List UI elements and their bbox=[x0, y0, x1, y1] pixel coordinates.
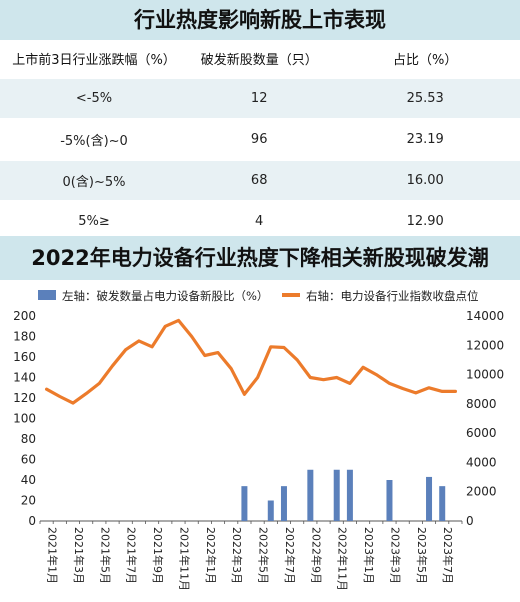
y-left-tick-label: 120 bbox=[13, 391, 36, 405]
y-right-tick-label: 8000 bbox=[466, 397, 497, 411]
x-tick-label: 2021年3月 bbox=[72, 527, 86, 584]
y-right-tick-label: 12000 bbox=[466, 338, 504, 352]
table-header-row: 上市前3日行业涨跌幅（%） 破发新股数量（只） 占比（%） bbox=[0, 40, 520, 78]
y-right-tick-label: 10000 bbox=[466, 368, 504, 382]
table-cell: 23.19 bbox=[330, 118, 520, 160]
x-tick-label: 2023年5月 bbox=[415, 527, 429, 584]
x-tick-label: 2022年9月 bbox=[309, 527, 323, 584]
y-left-tick-label: 60 bbox=[21, 453, 36, 467]
table-row: 5%≥ 4 12.90 bbox=[0, 200, 520, 241]
table-cell: 4 bbox=[188, 200, 331, 241]
y-left-tick-label: 160 bbox=[13, 350, 36, 364]
y-right-tick-label: 0 bbox=[466, 514, 474, 528]
x-tick-label: 2022年3月 bbox=[230, 527, 244, 584]
y-right-tick-label: 14000 bbox=[466, 309, 504, 323]
y-right-tick-label: 2000 bbox=[466, 485, 497, 499]
bar bbox=[386, 480, 393, 521]
table-cell: 0(含)~5% bbox=[0, 159, 189, 201]
y-left-tick-label: 20 bbox=[21, 494, 36, 508]
bar-series bbox=[241, 469, 446, 521]
chart-title: 2022年电力设备行业热度下降相关新股现破发潮 bbox=[0, 236, 520, 280]
bar bbox=[280, 486, 287, 521]
x-tick-label: 2023年3月 bbox=[388, 527, 402, 584]
x-axis-labels: 2021年1月 2021年3月 2021年5月 2021年7月 2021年9月 2021年… bbox=[46, 527, 456, 591]
x-tick-label: 2021年5月 bbox=[98, 527, 112, 584]
table-cell: 96 bbox=[188, 118, 331, 160]
y-left-tick-label: 0 bbox=[28, 514, 36, 528]
power-equipment-chart: 左轴：破发数量占电力设备新股比（%） 右轴：电力设备行业指数收盘点位 0 20 40… bbox=[13, 289, 504, 591]
table-row: <-5% 12 25.53 bbox=[0, 77, 520, 119]
y-left-tick-label: 40 bbox=[21, 473, 36, 487]
bar bbox=[426, 476, 433, 521]
table-cell: 68 bbox=[188, 159, 331, 201]
table-cell: 25.53 bbox=[330, 77, 520, 119]
bar bbox=[333, 469, 340, 521]
y-left-tick-label: 180 bbox=[13, 330, 36, 344]
y-right-tick-label: 4000 bbox=[466, 455, 497, 469]
y-left-tick-label: 140 bbox=[13, 371, 36, 385]
x-tick-label: 2022年5月 bbox=[257, 527, 271, 584]
y-right-tick-label: 6000 bbox=[466, 426, 497, 440]
x-tick-label: 2021年7月 bbox=[125, 527, 139, 584]
legend-bar-label: 左轴：破发数量占电力设备新股比（%） bbox=[62, 289, 268, 303]
table-row: 0(含)~5% 68 16.00 bbox=[0, 159, 520, 201]
y-left-tick-label: 80 bbox=[21, 432, 36, 446]
legend-bar-swatch bbox=[38, 290, 56, 300]
bar bbox=[267, 500, 274, 521]
chart-axes: 0204060801001201401601802000200040006000… bbox=[13, 309, 504, 528]
x-tick-label: 2023年7月 bbox=[441, 527, 455, 584]
header-industry-change: 上市前3日行业涨跌幅（%） bbox=[0, 40, 189, 78]
bar bbox=[346, 469, 353, 521]
index-line-series bbox=[45, 318, 457, 405]
x-tick-label: 2023年1月 bbox=[362, 527, 376, 584]
x-tick-label: 2022年7月 bbox=[283, 527, 297, 584]
header-broken-count: 破发新股数量（只） bbox=[188, 40, 331, 78]
ipo-performance-table: 上市前3日行业涨跌幅（%） 破发新股数量（只） 占比（%） <-5% 12 25… bbox=[0, 40, 520, 241]
table-cell: 12 bbox=[188, 77, 331, 119]
table-cell: <-5% bbox=[0, 77, 189, 119]
x-tick-label: 2021年11月 bbox=[177, 527, 191, 591]
legend-line-swatch bbox=[282, 293, 300, 297]
table-title: 行业热度影响新股上市表现 bbox=[0, 0, 520, 40]
x-tick-label: 2022年11月 bbox=[336, 527, 350, 591]
header-share: 占比（%） bbox=[330, 40, 520, 78]
x-tick-label: 2021年9月 bbox=[151, 527, 165, 584]
table-cell: 5%≥ bbox=[0, 200, 189, 241]
table-row: -5%(含)~0 96 23.19 bbox=[0, 118, 520, 160]
legend-line-label: 右轴：电力设备行业指数收盘点位 bbox=[306, 289, 479, 303]
table-cell: 16.00 bbox=[330, 159, 520, 201]
x-tick-label: 2022年1月 bbox=[204, 527, 218, 584]
y-left-tick-label: 200 bbox=[13, 309, 36, 323]
table-cell: -5%(含)~0 bbox=[0, 118, 189, 160]
table-cell: 12.90 bbox=[330, 200, 520, 241]
y-left-tick-label: 100 bbox=[13, 412, 36, 426]
x-tick-label: 2021年1月 bbox=[46, 527, 60, 584]
bar bbox=[439, 486, 446, 521]
chart-legend: 左轴：破发数量占电力设备新股比（%） 右轴：电力设备行业指数收盘点位 bbox=[38, 289, 479, 303]
bar bbox=[307, 469, 314, 521]
bar bbox=[241, 486, 248, 521]
